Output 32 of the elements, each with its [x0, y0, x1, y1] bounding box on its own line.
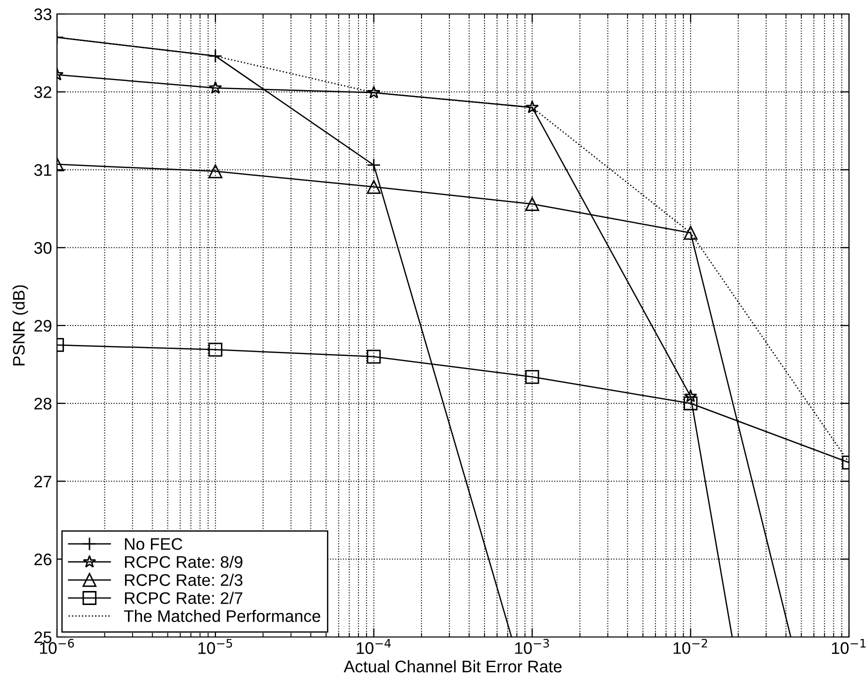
x-tick-label: 10$^{−2}$ [674, 638, 708, 654]
y-tick-label: 27 [34, 476, 52, 488]
x-axis-title: Actual Channel Bit Error Rate [344, 660, 562, 672]
point [525, 370, 540, 384]
point [367, 86, 380, 98]
point [366, 180, 381, 194]
point [208, 164, 222, 178]
point [684, 389, 698, 402]
y-tick-label: 30 [34, 242, 52, 254]
legend-label: RCPC Rate: 2/7 [125, 592, 242, 604]
point [366, 350, 381, 364]
x-tick-label: 10$^{−4}$ [356, 638, 391, 654]
x-tick-label: 10$^{−3}$ [515, 638, 549, 654]
x-tick-label: 10$^{−5}$ [198, 638, 232, 654]
y-tick-label: 29 [34, 320, 52, 332]
point [208, 342, 222, 357]
point [526, 100, 539, 114]
legend-label: RCPC Rate: 8/9 [125, 556, 242, 568]
point [208, 81, 222, 94]
y-axis-title: PSNR (dB) [12, 285, 28, 366]
x-tick-label: 10$^{−1}$ [832, 638, 866, 654]
y-tick-label: 32 [34, 86, 52, 98]
y-tick-label: 28 [34, 398, 52, 410]
legend-label: RCPC Rate: 2/3 [125, 574, 242, 586]
point [525, 197, 540, 211]
legend-label: The Matched Performance [124, 610, 320, 622]
point [684, 226, 698, 240]
legend-label: No FEC [125, 538, 182, 550]
y-tick-label: 31 [34, 164, 52, 176]
point [684, 396, 698, 410]
y-tick-label: 33 [34, 8, 52, 20]
y-tick-label: 26 [34, 554, 52, 566]
